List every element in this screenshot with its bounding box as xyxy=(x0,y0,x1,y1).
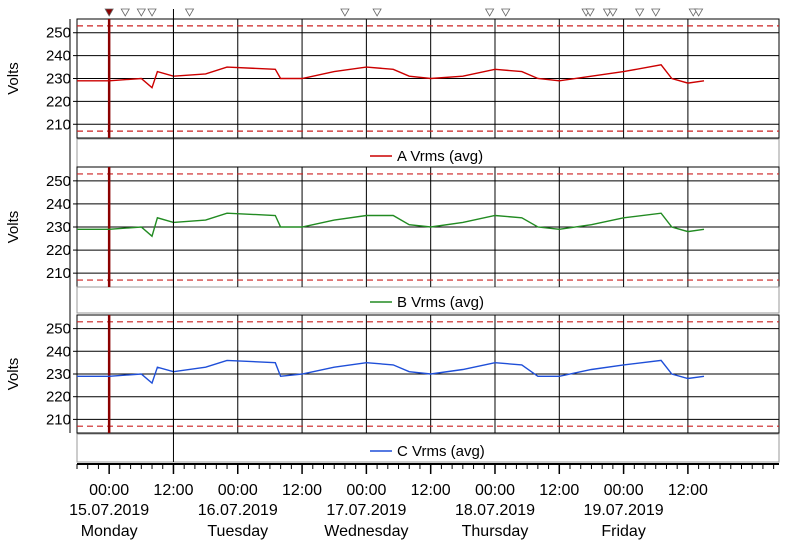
x-tick-label: 00:00 xyxy=(89,482,129,499)
y-tick-label: 230 xyxy=(46,71,71,88)
y-tick-label: 210 xyxy=(46,411,71,428)
event-marker-3 xyxy=(147,8,157,17)
event-marker-0 xyxy=(104,8,114,17)
x-date-label: 18.07.2019 xyxy=(455,502,535,519)
x-day-label: Thursday xyxy=(462,523,529,540)
x-day-label: Monday xyxy=(81,523,138,540)
y-tick-label: 230 xyxy=(46,366,71,383)
event-marker-6 xyxy=(372,8,382,17)
y-tick-label: 230 xyxy=(46,219,71,236)
event-marker-13 xyxy=(634,8,645,17)
series-line-a-vrms-avg- xyxy=(77,64,705,89)
y-tick-label: 240 xyxy=(46,48,71,65)
series-line-b-vrms-avg- xyxy=(77,212,705,238)
legend-entry: A Vrms (avg) xyxy=(397,148,483,165)
x-tick-label: 00:00 xyxy=(604,482,644,499)
y-axis-label: Volts xyxy=(5,62,22,95)
event-marker-7 xyxy=(484,8,495,17)
legend-frame-2 xyxy=(76,433,780,463)
y-tick-label: 220 xyxy=(46,389,71,406)
event-marker-5 xyxy=(340,8,350,17)
x-date-label: 17.07.2019 xyxy=(326,502,406,519)
y-tick-label: 210 xyxy=(46,116,71,133)
x-date-label: 15.07.2019 xyxy=(69,502,149,519)
x-day-label: Tuesday xyxy=(207,523,268,540)
x-tick-label: 12:00 xyxy=(411,482,451,499)
legend-frame-1 xyxy=(76,286,780,314)
x-date-label: 16.07.2019 xyxy=(198,502,278,519)
event-marker-10 xyxy=(585,8,595,17)
x-tick-label: 12:00 xyxy=(282,482,322,499)
event-marker-16 xyxy=(693,8,704,17)
x-tick-label: 12:00 xyxy=(153,482,193,499)
event-marker-4 xyxy=(184,8,195,17)
event-marker-2 xyxy=(136,8,146,17)
y-tick-label: 240 xyxy=(46,196,71,213)
x-date-label: 19.07.2019 xyxy=(584,502,664,519)
y-axis-label: Volts xyxy=(5,211,22,244)
x-tick-label: 00:00 xyxy=(475,482,515,499)
x-tick-label: 00:00 xyxy=(218,482,258,499)
event-marker-12 xyxy=(608,8,618,17)
x-day-label: Friday xyxy=(601,523,645,540)
y-tick-label: 250 xyxy=(46,25,71,42)
x-tick-label: 12:00 xyxy=(539,482,579,499)
series-line-c-vrms-avg- xyxy=(77,359,705,385)
x-day-label: Wednesday xyxy=(324,523,408,540)
y-tick-label: 250 xyxy=(46,321,71,338)
y-tick-label: 220 xyxy=(46,93,71,110)
x-tick-label: 12:00 xyxy=(668,482,708,499)
event-marker-8 xyxy=(501,8,511,17)
event-marker-1 xyxy=(120,8,130,17)
y-tick-label: 210 xyxy=(46,265,71,282)
legend-entry: B Vrms (avg) xyxy=(397,294,484,311)
y-axis-label: Volts xyxy=(5,358,22,391)
x-tick-label: 00:00 xyxy=(346,482,386,499)
y-tick-label: 240 xyxy=(46,343,71,360)
y-tick-label: 250 xyxy=(46,173,71,190)
y-tick-label: 220 xyxy=(46,242,71,259)
event-marker-14 xyxy=(651,8,661,17)
legend-entry: C Vrms (avg) xyxy=(397,443,485,460)
